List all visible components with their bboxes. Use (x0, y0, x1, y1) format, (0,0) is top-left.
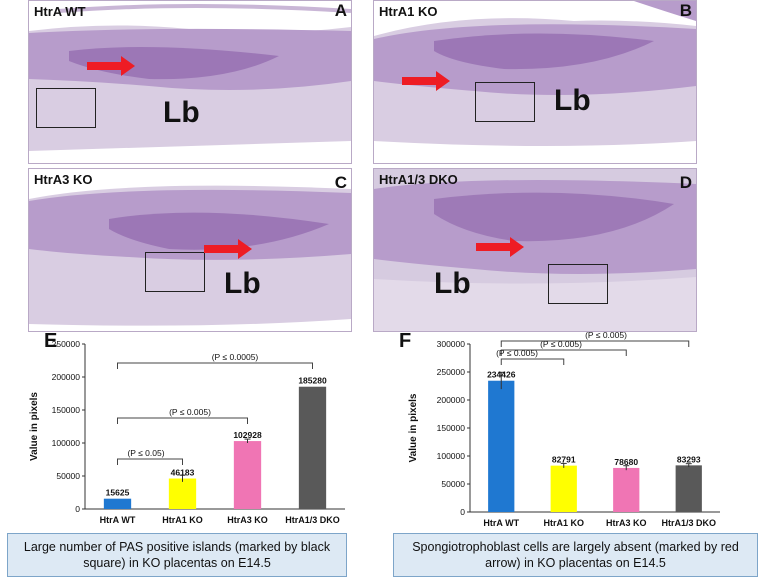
significance-label: (P ≤ 0.005) (496, 348, 538, 358)
y-tick-label: 50000 (56, 471, 80, 481)
significance-label: (P ≤ 0.005) (540, 339, 582, 349)
bar (168, 478, 197, 509)
labyrinth-label-b: Lb (554, 84, 591, 117)
red-arrow-d (476, 237, 524, 257)
labyrinth-label-d: Lb (434, 267, 471, 300)
red-arrow-c (204, 239, 252, 259)
bar (233, 441, 262, 509)
x-tick-label: HtrA WT (483, 518, 519, 528)
data-label: 185280 (298, 376, 327, 386)
bar (675, 465, 702, 512)
caption-left: Large number of PAS positive islands (ma… (7, 533, 347, 577)
data-label: 78680 (614, 457, 638, 467)
significance-label: (P ≤ 0.005) (169, 407, 211, 417)
data-label: 234426 (487, 370, 516, 380)
caption-left-text: Large number of PAS positive islands (ma… (23, 540, 331, 570)
tissue-image-d (374, 169, 696, 331)
bar (103, 498, 132, 509)
bar-chart-e: 0 50000 100000 150000 200000 250000 Value in p… (29, 339, 345, 525)
pas-island-square-d (548, 264, 608, 304)
y-tick-label: 200000 (437, 395, 466, 405)
caption-right-text: Spongiotrophoblast cells are largely abs… (412, 540, 739, 570)
significance-label: (P ≤ 0.0005) (212, 352, 259, 362)
bar (613, 467, 640, 512)
pas-island-square-c (145, 252, 205, 292)
x-tick-label: HtrA1 KO (162, 515, 203, 525)
y-tick-label: 200000 (52, 372, 81, 382)
panel-title-b: HtrA1 KO (379, 4, 438, 19)
y-tick-label: 100000 (437, 451, 466, 461)
labyrinth-label-c: Lb (224, 267, 261, 300)
x-tick-label: HtrA3 KO (227, 515, 268, 525)
x-tick-label: HtrA1/3 DKO (661, 518, 716, 528)
data-label: 46183 (171, 468, 195, 478)
pas-island-square-b (475, 82, 535, 122)
red-arrow-a (87, 56, 135, 76)
y-tick-label: 150000 (437, 423, 466, 433)
bar (298, 386, 327, 509)
significance-bracket (117, 362, 313, 369)
significance-bracket (117, 458, 183, 465)
y-tick-label: 0 (75, 504, 80, 514)
panel-letter-c: C (334, 173, 347, 192)
y-tick-label: 150000 (52, 405, 81, 415)
x-tick-label: HtrA WT (100, 515, 136, 525)
x-tick-label: HtrA3 KO (606, 518, 647, 528)
y-tick-label: 250000 (437, 367, 466, 377)
y-tick-label: 0 (460, 507, 465, 517)
x-tick-label: HtrA1/3 DKO (285, 515, 340, 525)
y-axis-label: Value in pixels (29, 392, 40, 461)
data-label: 15625 (106, 488, 130, 498)
panel-letter-d: D (679, 173, 692, 192)
data-label: 82791 (552, 455, 576, 465)
panel-letter-a: A (334, 1, 347, 20)
bar (550, 465, 577, 512)
significance-bracket (500, 340, 690, 347)
panel-title-d: HtrA1/3 DKO (379, 172, 458, 187)
y-tick-label: 250000 (52, 339, 81, 349)
pas-island-square-a (36, 88, 96, 128)
tissue-image-a (29, 1, 351, 163)
caption-right: Spongiotrophoblast cells are largely abs… (393, 533, 758, 577)
labyrinth-label-a: Lb (163, 96, 200, 129)
significance-bracket (500, 349, 627, 356)
y-tick-label: 50000 (441, 479, 465, 489)
data-label: 83293 (677, 454, 701, 464)
tissue-image-b (374, 1, 696, 163)
significance-bracket (117, 417, 248, 424)
micrograph-panel-c: HtrA3 KO C Lb (28, 168, 352, 332)
chart-label-f: F (399, 330, 412, 352)
bar-chart-f: 0 50000 100000 150000 200000 250000 300000 Valu… (408, 332, 720, 528)
y-tick-label: 100000 (52, 438, 81, 448)
x-tick-label: HtrA1 KO (543, 518, 584, 528)
significance-label: (P ≤ 0.05) (127, 448, 164, 458)
red-arrow-b (402, 71, 450, 91)
panel-letter-b: B (679, 1, 692, 20)
micrograph-panel-d: HtrA1/3 DKO D Lb (373, 168, 697, 332)
significance-bracket (500, 358, 565, 365)
significance-label: (P ≤ 0.005) (585, 332, 627, 340)
panel-title-c: HtrA3 KO (34, 172, 93, 187)
panel-title-a: HtrA WT (34, 4, 86, 19)
data-label: 102928 (233, 430, 262, 440)
micrograph-panel-b: HtrA1 KO B Lb (373, 0, 697, 164)
bar (488, 380, 515, 512)
y-tick-label: 300000 (437, 339, 466, 349)
y-axis-label: Value in pixels (408, 393, 419, 462)
micrograph-panel-a: HtrA WT A Lb (28, 0, 352, 164)
chart-label-e: E (44, 330, 58, 352)
tissue-image-c (29, 169, 351, 331)
